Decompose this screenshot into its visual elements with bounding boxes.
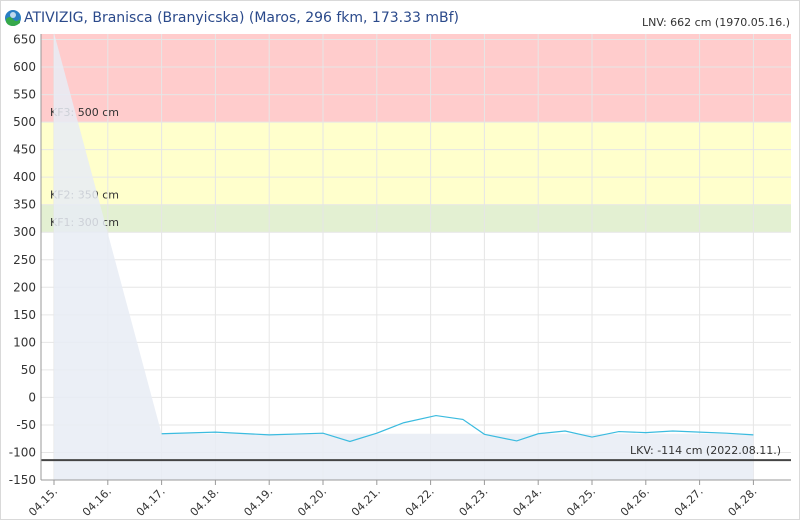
reference-lines: LKV: -114 cm (2022.08.11.): [41, 444, 791, 462]
x-axis: 04.15. 04.16. 04.17. 04.18. 04.19. 04.20. 04.2…: [26, 479, 791, 519]
y-tick-label-3: 500: [13, 115, 36, 129]
y-tick-label-7: 300: [13, 225, 36, 239]
x-tick-label-7: 04.22.: [403, 485, 437, 519]
y-tick-label-6: 350: [13, 198, 36, 212]
y-tick-label-11: 100: [13, 335, 36, 349]
x-tick-label-6: 04.21.: [349, 485, 383, 519]
x-tick-label-8: 04.23.: [457, 485, 491, 519]
x-tick-label-9: 04.24.: [510, 485, 544, 519]
y-tick-label-5: 400: [13, 170, 36, 184]
y-tick-label-4: 450: [13, 143, 36, 157]
series-0: [161, 414, 754, 443]
y-tick-label-9: 200: [13, 280, 36, 294]
x-tick-label-12: 04.27.: [672, 485, 706, 519]
x-tick-label-10: 04.25.: [564, 485, 598, 519]
chart-title: ATIVIZIG, Branisca (Branyicska) (Maros, …: [24, 10, 460, 26]
x-tick-label-13: 04.28.: [726, 485, 760, 519]
logo-icon: [5, 10, 21, 26]
x-tick-label-5: 04.20.: [295, 485, 329, 519]
y-axis: 650600550500450400350300250200150100500-…: [9, 33, 42, 487]
y-tick-label-2: 550: [13, 88, 36, 102]
x-tick-label-4: 04.19.: [241, 485, 275, 519]
lnv-label: LNV: 662 cm (1970.05.16.): [641, 16, 790, 29]
y-tick-label-8: 250: [13, 253, 36, 267]
x-tick-label-0: 04.15.: [26, 485, 60, 519]
y-tick-label-1: 600: [13, 60, 36, 74]
y-tick-label-0: 650: [13, 33, 36, 47]
historic-area: [54, 32, 754, 480]
alert-bands: KF3: 500 cmKF2: 350 cmKF1: 300 cm: [41, 34, 791, 233]
area-polygon: [54, 32, 754, 480]
ref-label-0: LKV: -114 cm (2022.08.11.): [630, 444, 781, 457]
band-1: [41, 122, 791, 205]
band-2: [41, 204, 791, 233]
x-tick-label-11: 04.26.: [618, 485, 652, 519]
y-tick-label-16: -150: [9, 473, 36, 487]
x-tick-label-1: 04.16.: [80, 485, 114, 519]
x-tick-label-3: 04.18.: [188, 485, 222, 519]
y-tick-label-13: 0: [28, 390, 36, 404]
y-tick-label-14: -50: [16, 418, 36, 432]
x-tick-label-2: 04.17.: [134, 485, 168, 519]
y-tick-label-12: 50: [21, 363, 36, 377]
y-tick-label-15: -100: [9, 445, 36, 459]
band-0: [41, 34, 791, 123]
series-line: [161, 414, 754, 443]
y-tick-label-10: 150: [13, 308, 36, 322]
